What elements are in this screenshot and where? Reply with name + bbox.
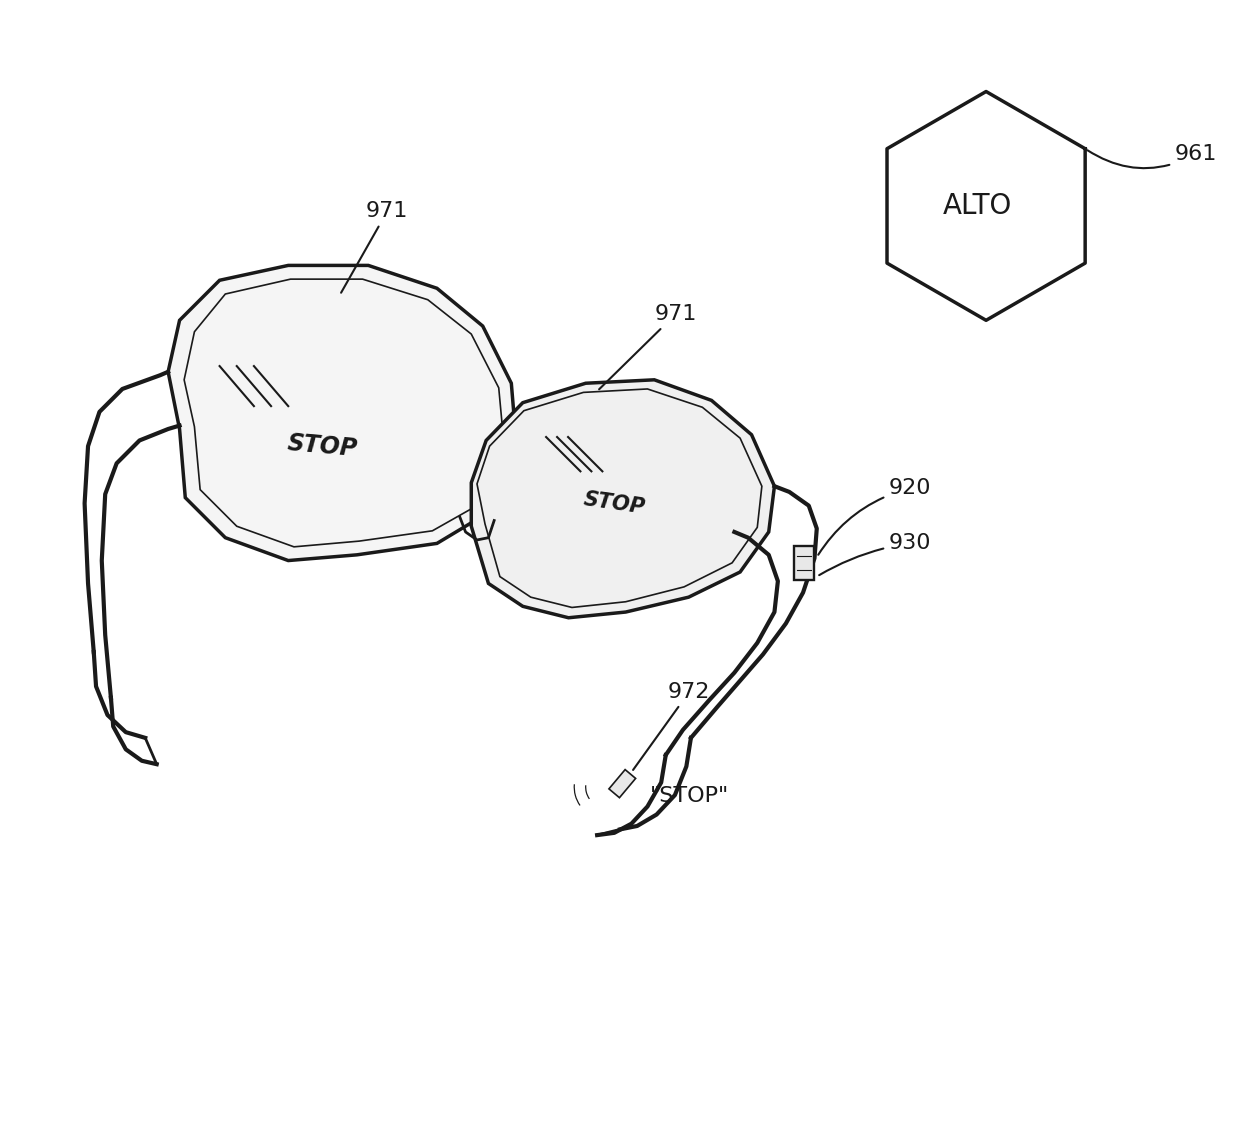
Text: 971: 971 bbox=[599, 304, 697, 389]
Text: 930: 930 bbox=[820, 533, 931, 575]
Text: 972: 972 bbox=[634, 682, 711, 770]
Polygon shape bbox=[471, 380, 775, 618]
Text: STOP: STOP bbox=[582, 490, 646, 517]
Text: ALTO: ALTO bbox=[942, 192, 1012, 220]
Text: 961: 961 bbox=[1087, 144, 1218, 168]
Bar bbox=[794, 546, 815, 580]
Text: 920: 920 bbox=[818, 478, 931, 555]
Bar bbox=[609, 770, 636, 797]
Text: 971: 971 bbox=[341, 201, 408, 293]
Text: "STOP": "STOP" bbox=[650, 786, 729, 807]
Text: STOP: STOP bbox=[286, 431, 358, 461]
Polygon shape bbox=[169, 265, 517, 561]
